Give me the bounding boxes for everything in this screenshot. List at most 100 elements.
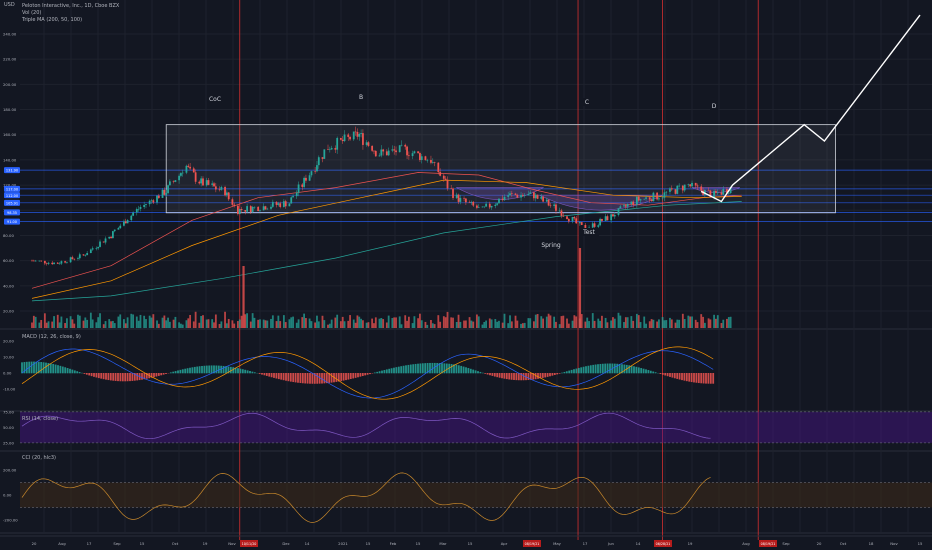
- macd-histogram-bar: [325, 373, 328, 384]
- chart-title: Peloton Interactive, Inc., 1D, Cboe BZX: [22, 3, 120, 9]
- volume-bar: [507, 323, 510, 328]
- macd-histogram-bar: [282, 373, 285, 381]
- macd-histogram-bar: [345, 373, 347, 381]
- volume-bar: [612, 317, 614, 328]
- macd-histogram-bar: [515, 373, 518, 381]
- volume-bar: [626, 317, 629, 328]
- macd-histogram-bar: [244, 369, 247, 374]
- volume-bar: [555, 321, 557, 328]
- x-tick-label: 15: [918, 541, 923, 546]
- x-tick-label: Aug: [58, 541, 66, 546]
- macd-histogram-bar: [522, 373, 525, 381]
- macd-histogram-bar: [709, 373, 712, 384]
- macd-histogram-bar: [306, 373, 309, 384]
- macd-histogram-bar: [174, 371, 177, 374]
- macd-histogram-bar: [61, 366, 64, 374]
- volume-bar: [108, 319, 111, 328]
- macd-histogram-bar: [157, 373, 160, 376]
- candle: [726, 189, 728, 194]
- volume-bar: [378, 318, 381, 328]
- candle: [178, 175, 180, 181]
- candle: [468, 202, 471, 203]
- macd-histogram-bar: [455, 364, 458, 374]
- volume-bar: [213, 322, 215, 328]
- macd-histogram-bar: [121, 373, 124, 382]
- volume-bar: [349, 315, 351, 328]
- macd-histogram-bar: [270, 373, 273, 378]
- macd-histogram-bar: [366, 373, 369, 375]
- macd-histogram-bar: [429, 362, 431, 374]
- candle: [498, 198, 500, 204]
- macd-histogram-bar: [496, 373, 499, 378]
- volume-bar: [126, 317, 129, 328]
- rsi-line: [21, 412, 711, 440]
- macd-histogram-bar: [635, 366, 638, 374]
- volume-bar: [496, 321, 499, 328]
- macd-histogram-bar: [445, 363, 448, 374]
- volume-bar: [310, 321, 313, 328]
- volume-bar: [645, 323, 647, 328]
- macd-histogram-bar: [431, 362, 434, 374]
- macd-histogram-bar: [606, 363, 609, 374]
- candle: [527, 193, 530, 196]
- candle: [347, 134, 350, 137]
- volume-bar: [295, 322, 298, 328]
- macd-tick-label: 10.00: [3, 355, 14, 360]
- macd-histogram-bar: [352, 373, 355, 379]
- candle: [676, 185, 679, 194]
- volume-bar: [73, 323, 76, 328]
- volume-bar: [77, 314, 79, 328]
- macd-histogram-bar: [193, 366, 196, 374]
- candle: [371, 145, 374, 151]
- macd-histogram-bar: [388, 368, 391, 374]
- macd-histogram-bar: [105, 373, 107, 380]
- volume-bar: [187, 318, 190, 328]
- volume-bar: [604, 317, 607, 328]
- candle: [488, 203, 491, 208]
- candle: [626, 204, 629, 207]
- candle: [56, 262, 59, 264]
- x-tick-label: 18: [869, 541, 874, 546]
- volume-bar: [490, 319, 493, 328]
- candle: [610, 214, 613, 221]
- volume-bar: [426, 324, 429, 328]
- macd-histogram-bar: [330, 373, 333, 383]
- candle: [365, 142, 368, 145]
- volume-bar: [71, 319, 74, 328]
- volume-bar: [536, 314, 539, 328]
- candle: [305, 177, 307, 181]
- macd-histogram-bar: [601, 363, 604, 374]
- candle: [310, 171, 313, 176]
- macd-histogram-bar: [93, 373, 95, 377]
- volume-bar: [352, 319, 355, 328]
- volume-bar: [542, 318, 545, 328]
- x-tick-label: 14: [636, 541, 641, 546]
- x-tick-label: 17: [583, 541, 588, 546]
- x-tick-label: 2021: [338, 541, 348, 546]
- candle: [520, 195, 522, 198]
- candle: [463, 197, 465, 199]
- x-date-badge-text: 08/19/21: [525, 542, 540, 546]
- candle: [606, 216, 609, 221]
- macd-histogram-bar: [390, 368, 393, 374]
- volume-bar: [224, 311, 226, 328]
- macd-histogram-bar: [35, 361, 38, 374]
- macd-histogram-bar: [467, 368, 470, 374]
- candle: [362, 133, 364, 145]
- volume-bar: [288, 319, 291, 328]
- volume-bar: [157, 323, 160, 328]
- macd-histogram-bar: [647, 370, 650, 374]
- macd-histogram-bar: [186, 368, 189, 374]
- candle: [650, 199, 653, 202]
- macd-histogram-bar: [42, 362, 45, 374]
- volume-bar: [387, 315, 390, 328]
- volume-bar: [156, 320, 158, 328]
- macd-histogram-bar: [553, 373, 556, 376]
- macd-histogram-bar: [285, 373, 287, 381]
- annotation-c: C: [585, 99, 589, 106]
- volume-bar: [301, 317, 304, 328]
- volume-bar: [360, 318, 362, 328]
- volume-bar: [393, 317, 396, 328]
- candle: [395, 150, 397, 153]
